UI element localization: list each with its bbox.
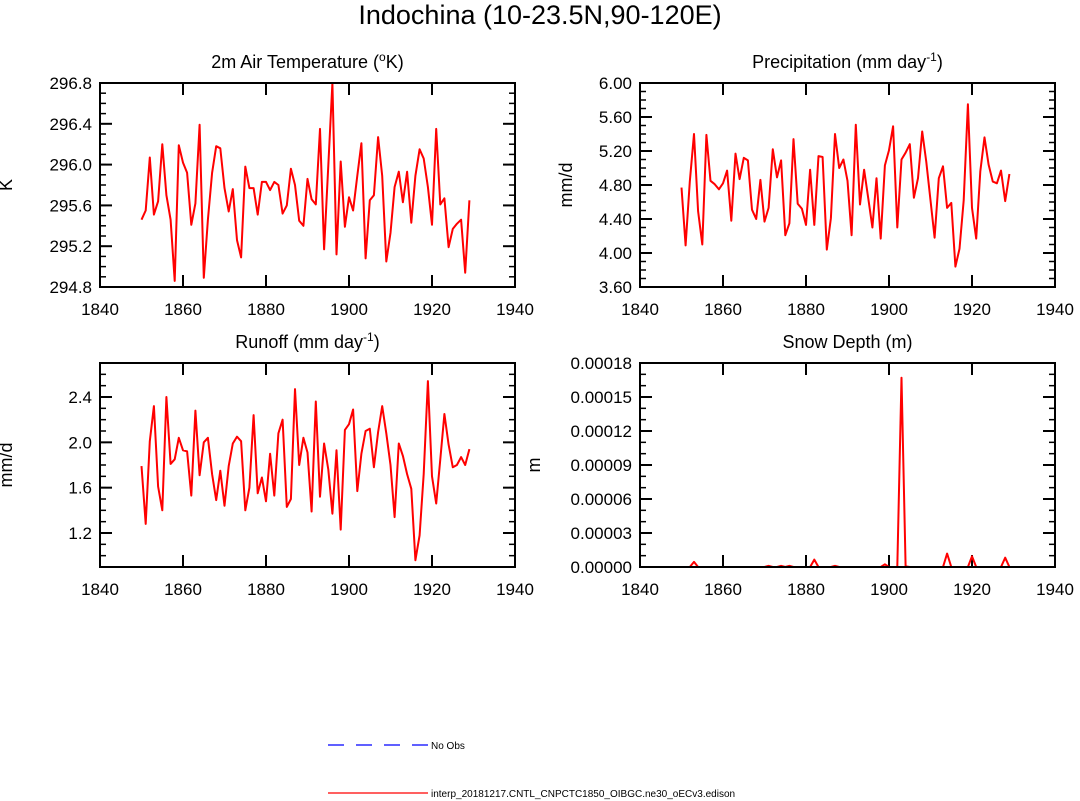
x-tick-label: 1860 [704, 580, 742, 599]
y-axis-label: mm/d [0, 443, 16, 488]
x-tick-label: 1900 [330, 580, 368, 599]
y-tick-label: 0.00003 [571, 524, 632, 543]
x-tick-label: 1940 [496, 300, 534, 319]
panel-title: Precipitation (mm day-1) [752, 50, 943, 72]
y-axis-label: mm/d [556, 163, 576, 208]
y-tick-label: 1.6 [68, 479, 92, 498]
x-tick-label: 1900 [870, 580, 908, 599]
x-tick-label: 1920 [413, 580, 451, 599]
y-tick-label: 0.00012 [571, 422, 632, 441]
x-tick-label: 1900 [870, 300, 908, 319]
y-tick-label: 5.20 [599, 142, 632, 161]
legend-label-no-obs: No Obs [431, 741, 465, 752]
panel-bottom-right: Snow Depth (m) m 0.00000 0.00003 0.00006 0.00… [524, 332, 1074, 599]
y-tick-label: 295.2 [49, 237, 92, 256]
plot-frame [639, 362, 1056, 568]
legend: No Obs interp_20181217.CNTL_CNPCTC1850_O… [328, 741, 735, 800]
y-axis-label: m [524, 458, 544, 473]
panel-bottom-left: Runoff (mm day-1) mm/d 1.2 1.6 2.0 2.4 1840 186… [0, 330, 534, 599]
x-tick-label: 1880 [247, 300, 285, 319]
x-tick-label: 1840 [81, 300, 119, 319]
x-tick-label: 1860 [164, 300, 202, 319]
y-tick-label: 0.00009 [571, 456, 632, 475]
y-tick-label: 6.00 [599, 74, 632, 93]
x-tick-label: 1880 [247, 580, 285, 599]
y-tick-label: 5.60 [599, 108, 632, 127]
x-tick-label: 1860 [704, 300, 742, 319]
plot-frame [639, 82, 1056, 288]
y-tick-label: 0.00006 [571, 490, 632, 509]
x-tick-label: 1840 [621, 580, 659, 599]
figure-title: Indochina (10-23.5N,90-120E) [358, 0, 721, 30]
x-tick-label: 1920 [953, 580, 991, 599]
x-tick-label: 1920 [953, 300, 991, 319]
y-tick-label: 2.4 [68, 388, 92, 407]
x-tick-label: 1880 [787, 580, 825, 599]
x-tick-label: 1940 [1036, 300, 1074, 319]
x-tick-label: 1940 [496, 580, 534, 599]
series-line [140, 82, 471, 282]
x-tick-label: 1920 [413, 300, 451, 319]
series-line [140, 380, 471, 562]
y-tick-label: 2.0 [68, 433, 92, 452]
y-tick-label: 4.80 [599, 176, 632, 195]
y-tick-label: 4.40 [599, 210, 632, 229]
x-tick-label: 1860 [164, 580, 202, 599]
y-tick-label: 296.0 [49, 156, 92, 175]
panel-top-right: Precipitation (mm day-1) mm/d 3.60 4.00 4.40… [556, 50, 1074, 319]
y-tick-label: 0.00018 [571, 354, 632, 373]
y-tick-label: 4.00 [599, 244, 632, 263]
y-tick-label: 295.6 [49, 196, 92, 215]
y-tick-label: 1.2 [68, 524, 92, 543]
plot-frame [99, 82, 516, 288]
y-tick-label: 296.8 [49, 74, 92, 93]
panel-top-left: 2m Air Temperature (oK) K 294.8 295.2 295.6 2… [0, 50, 534, 319]
x-tick-label: 1880 [787, 300, 825, 319]
legend-label-model: interp_20181217.CNTL_CNPCTC1850_OIBGC.ne… [431, 789, 735, 800]
series-line [680, 103, 1011, 268]
y-axis-label: K [0, 179, 16, 191]
panel-title: 2m Air Temperature (oK) [211, 50, 403, 72]
y-tick-label: 0.00015 [571, 388, 632, 407]
x-tick-label: 1840 [81, 580, 119, 599]
panel-title: Snow Depth (m) [782, 332, 912, 352]
plot-frame [99, 362, 516, 568]
panel-title: Runoff (mm day-1) [235, 330, 379, 352]
x-tick-label: 1900 [330, 300, 368, 319]
y-tick-label: 0.00000 [571, 558, 632, 577]
y-tick-label: 3.60 [599, 278, 632, 297]
x-tick-label: 1940 [1036, 580, 1074, 599]
y-tick-label: 296.4 [49, 115, 92, 134]
y-tick-label: 294.8 [49, 278, 92, 297]
x-tick-label: 1840 [621, 300, 659, 319]
series-line [681, 376, 1011, 568]
